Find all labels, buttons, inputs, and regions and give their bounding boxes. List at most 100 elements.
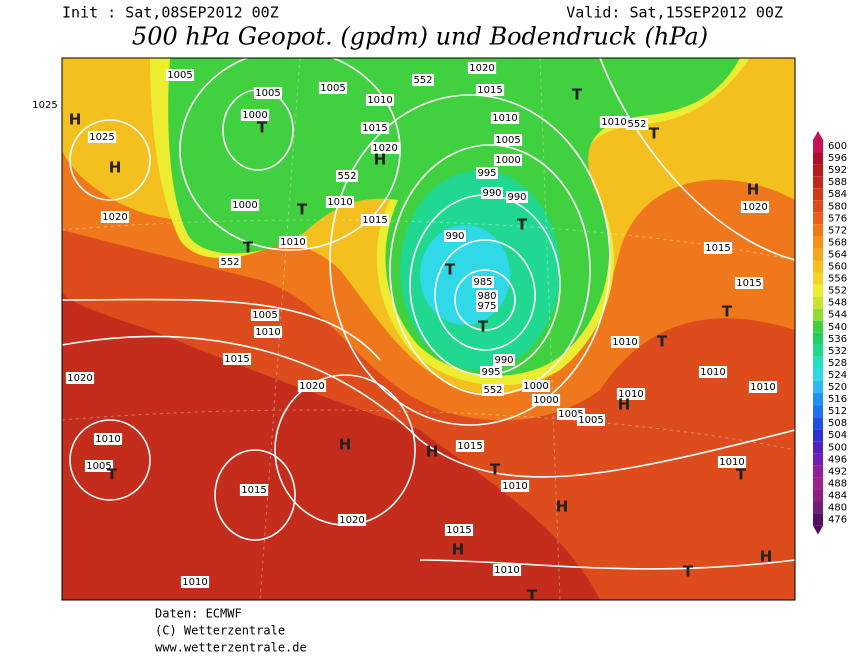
isobar-label: 552	[220, 257, 239, 268]
isobars	[62, 58, 795, 570]
isobar-label-box	[472, 276, 494, 288]
colorbar-label: 504	[828, 430, 847, 441]
colorbar-swatch	[813, 489, 823, 502]
colorbar-swatch	[813, 296, 823, 309]
isobar-label-box	[219, 256, 241, 268]
map	[62, 58, 795, 600]
colorbar-label: 588	[828, 177, 847, 188]
colorbar-label: 480	[828, 503, 847, 514]
colorbar-label: 548	[828, 298, 847, 309]
isobar-label-box	[476, 167, 498, 179]
pressure-center: T	[243, 239, 254, 257]
isobar-label: 1010	[601, 117, 626, 128]
isobar-label-box	[500, 480, 530, 492]
isobar-label-box	[576, 414, 606, 426]
isobar-label: 1025	[32, 100, 57, 111]
isobar-label-box	[444, 230, 466, 242]
pressure-center: T	[657, 333, 668, 351]
isobar-label-box	[222, 353, 252, 365]
pressure-center: T	[683, 563, 694, 581]
colorbar-swatch	[813, 513, 823, 526]
isobar-label: 1015	[362, 123, 387, 134]
colorbar-swatch	[813, 465, 823, 478]
isobar-label-box	[475, 84, 505, 96]
isobar-label: 1010	[255, 327, 280, 338]
isobar-label: 995	[477, 168, 496, 179]
isobar-label-box	[616, 388, 646, 400]
colorbar-swatch	[813, 453, 823, 466]
init-time: Init : Sat,08SEP2012 00Z	[62, 4, 279, 22]
isobar-label: 1005	[495, 135, 520, 146]
isobar-label-box	[521, 380, 551, 392]
isobar-label: 990	[482, 188, 501, 199]
colorbar-label: 500	[828, 442, 847, 453]
isobar-label-box	[482, 384, 504, 396]
isobar-label-box	[30, 99, 60, 111]
colorbar-swatch	[813, 441, 823, 454]
colorbar-arrow	[813, 131, 823, 140]
colorbar-label: 496	[828, 454, 847, 465]
footer-line: (C) Wetterzentrale	[155, 624, 285, 638]
pressure-center: T	[649, 125, 660, 143]
isobar-label-box	[360, 122, 390, 134]
isobar-label-box	[493, 134, 523, 146]
isobar-label: 552	[337, 171, 356, 182]
colorbar-swatch	[813, 417, 823, 430]
isobar-label: 1010	[618, 389, 643, 400]
isobar-label: 1005	[558, 409, 583, 420]
map-title: 500 hPa Geopot. (gpdm) und Bodendruck (h…	[132, 23, 708, 51]
colorbar-label: 584	[828, 189, 847, 200]
isobar-label: 1010	[182, 577, 207, 588]
isobar-label: 1015	[705, 243, 730, 254]
isobar-label: 1005	[255, 88, 280, 99]
pressure-center: T	[572, 86, 583, 104]
isobar-label-box	[253, 87, 283, 99]
colorbar-swatch	[813, 429, 823, 442]
isobar-label: 1020	[299, 381, 324, 392]
isobar-label-box	[337, 514, 367, 526]
isobar-label-box	[610, 336, 640, 348]
pressure-center: T	[517, 216, 528, 234]
isobar-label: 1015	[457, 441, 482, 452]
isobar-label: 1025	[89, 132, 114, 143]
isobar-label-box	[531, 394, 561, 406]
colorbar-swatch	[813, 224, 823, 237]
colorbar-label: 476	[828, 515, 847, 526]
isobar-label: 1010	[750, 382, 775, 393]
isobar-label: 1010	[95, 434, 120, 445]
isobar-label-box	[365, 94, 395, 106]
pressure-center: H	[374, 151, 387, 169]
isobar-label: 1000	[523, 381, 548, 392]
isobar-label: 1000	[232, 200, 257, 211]
pressure-center: H	[69, 111, 82, 129]
isobar-label-box	[253, 326, 283, 338]
isobar-label-box	[239, 484, 269, 496]
isobar-label: 1010	[700, 367, 725, 378]
isobar-label: 1010	[367, 95, 392, 106]
colorbar-label: 520	[828, 382, 847, 393]
colorbar-label: 552	[828, 286, 847, 297]
map-labels: HH10251025100510051000T1005101010151020H…	[30, 62, 778, 605]
colorbar-swatch	[813, 284, 823, 297]
pressure-center: T	[722, 303, 733, 321]
isobar-label: 1020	[372, 143, 397, 154]
colorbar-swatch	[813, 381, 823, 394]
isobar-label-box	[476, 300, 498, 312]
isobar-label-box	[444, 524, 474, 536]
colorbar-swatch	[813, 164, 823, 177]
isobar-label-box	[717, 456, 747, 468]
isobar-label-box	[336, 170, 358, 182]
isobar-label: 995	[481, 367, 500, 378]
isobar-label: 980	[477, 291, 496, 302]
colorbar-swatch	[813, 393, 823, 406]
pressure-center: T	[527, 587, 538, 605]
colorbar-swatch	[813, 344, 823, 357]
isobar-label: 1000	[533, 395, 558, 406]
colorbar-swatch	[813, 188, 823, 201]
colorbar-label: 564	[828, 249, 847, 260]
isobar-label: 1020	[67, 373, 92, 384]
isobar-label: 1010	[280, 237, 305, 248]
pressure-center: H	[426, 443, 439, 461]
isobar-label: 1020	[742, 202, 767, 213]
pressure-center: H	[339, 436, 352, 454]
